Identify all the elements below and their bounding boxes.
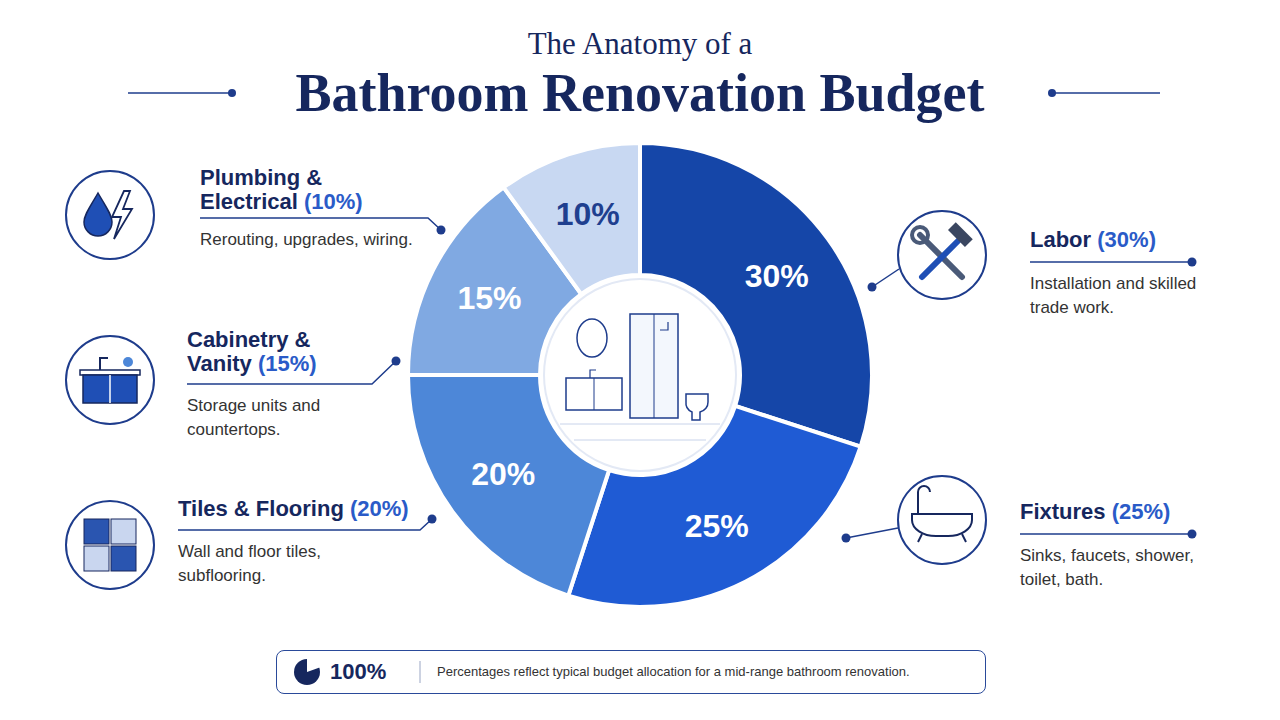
html-text:Plumbing & Electrical (10%): Plumbing & Electrical (10%) — [200, 165, 363, 214]
html-text:Wall and floor tiles, subfloor: Wall and floor tiles, subflooring. — [178, 542, 321, 585]
html-text:Rerouting, upgrades, wiring.: Rerouting, upgrades, wiring. — [200, 230, 413, 249]
html-text:Labor (30%): Labor (30%) — [1030, 227, 1156, 252]
svg-text:15%: 15% — [457, 280, 521, 316]
html-text:Sinks, faucets, shower, toilet: Sinks, faucets, shower, toilet, bath. — [1020, 546, 1194, 589]
svg-text:30%: 30% — [745, 258, 809, 294]
svg-text:10%: 10% — [556, 196, 620, 232]
svg-text:20%: 20% — [471, 456, 535, 492]
svg-text:25%: 25% — [685, 508, 749, 544]
html-text:Bathroom Renovation Budget: Bathroom Renovation Budget — [295, 63, 985, 123]
html-text:Cabinetry & Vanity (15%): Cabinetry & Vanity (15%) — [187, 327, 317, 376]
html-text:Storage units and countertops.: Storage units and countertops. — [187, 396, 321, 439]
html-text:The Anatomy of a: The Anatomy of a — [527, 26, 753, 61]
html-text:Percentages reflect typical bu: Percentages reflect typical budget alloc… — [437, 664, 910, 679]
html-text:Installation and skilled trade: Installation and skilled trade work. — [1030, 274, 1197, 317]
html-text:Fixtures (25%): Fixtures (25%) — [1020, 499, 1171, 524]
html-text:Tiles & Flooring (20%): Tiles & Flooring (20%) — [178, 496, 409, 521]
html-text:100%: 100% — [330, 659, 387, 684]
